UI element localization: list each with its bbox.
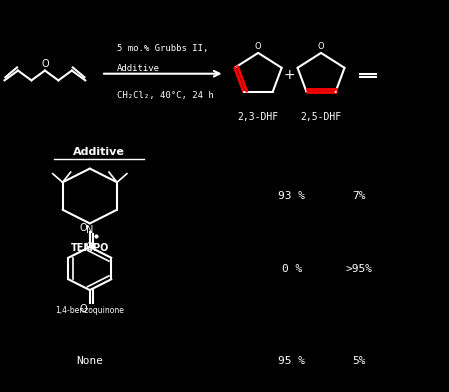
Text: +: +	[284, 68, 295, 82]
Text: 93 %: 93 %	[278, 191, 305, 201]
Text: O: O	[79, 223, 87, 233]
Text: 2,3-DHF: 2,3-DHF	[238, 112, 279, 122]
Text: O: O	[86, 242, 93, 252]
Text: 95 %: 95 %	[278, 356, 305, 366]
Text: CH₂Cl₂, 40°C, 24 h: CH₂Cl₂, 40°C, 24 h	[117, 91, 213, 100]
Text: 1,4-benzoquinone: 1,4-benzoquinone	[55, 306, 124, 315]
Text: 7%: 7%	[352, 191, 366, 201]
Text: N: N	[86, 225, 93, 235]
Text: >95%: >95%	[346, 263, 373, 274]
Text: 5 mo.% Grubbs II,: 5 mo.% Grubbs II,	[117, 44, 208, 53]
Text: 2,5-DHF: 2,5-DHF	[300, 112, 342, 122]
Text: O: O	[318, 42, 324, 51]
Text: Additive: Additive	[117, 64, 160, 73]
Text: O: O	[255, 42, 261, 51]
Text: O: O	[79, 304, 87, 314]
Text: O: O	[41, 58, 48, 69]
Text: 0 %: 0 %	[282, 263, 302, 274]
Text: TEMPO: TEMPO	[70, 243, 109, 253]
Text: None: None	[76, 356, 103, 366]
Text: Additive: Additive	[73, 147, 125, 157]
Text: 5%: 5%	[352, 356, 366, 366]
